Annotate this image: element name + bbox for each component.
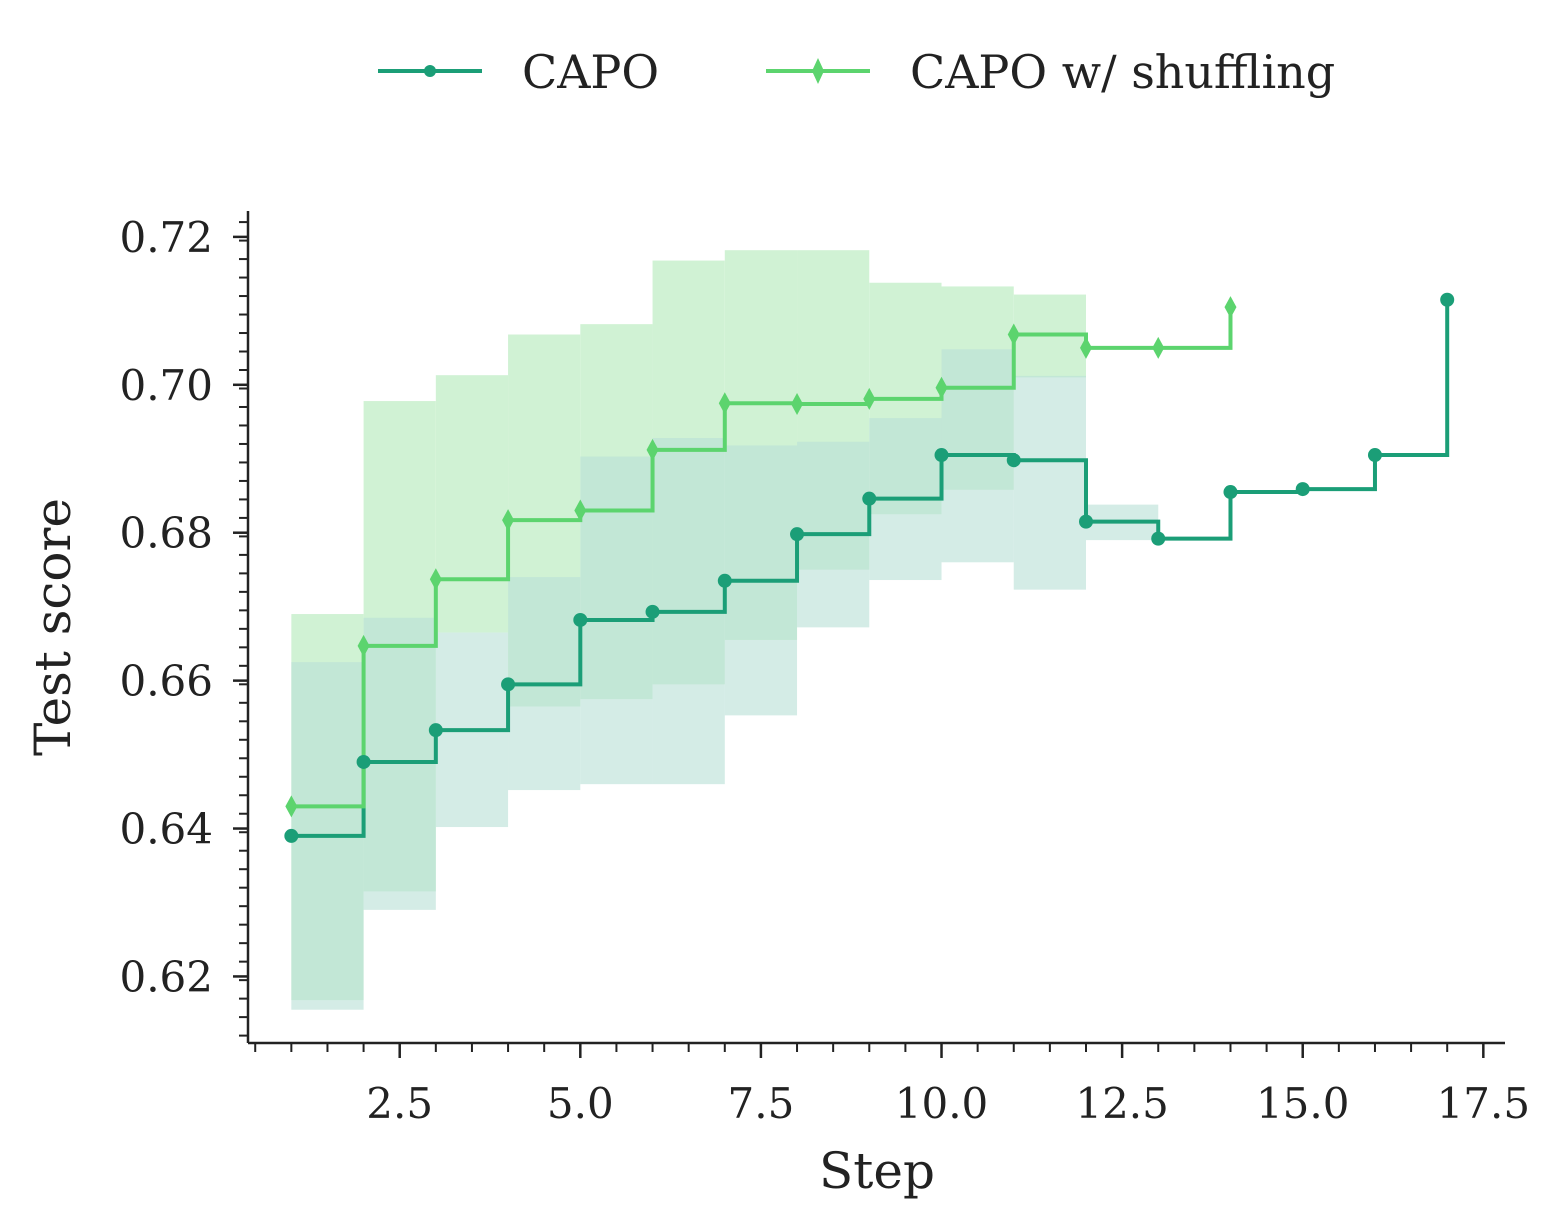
legend-label-capo-shuffling: CAPO w/ shuffling xyxy=(910,45,1335,99)
legend-item-capo: CAPO xyxy=(378,45,659,99)
data-point-capo-w-shuffling xyxy=(285,795,298,818)
legend-marker-capo xyxy=(424,65,436,77)
legend-label-capo: CAPO xyxy=(522,45,659,99)
band-segment-capo xyxy=(1013,375,1086,590)
data-point-capo xyxy=(1151,531,1166,546)
data-point-capo-w-shuffling xyxy=(429,568,442,591)
plot-area xyxy=(284,250,1455,1010)
legend-item-capo-shuffling: CAPO w/ shuffling xyxy=(766,45,1335,99)
data-point-capo xyxy=(934,448,949,463)
y-axis-label: Test score xyxy=(24,498,82,756)
data-point-capo xyxy=(573,612,588,627)
y-axis-ticks: 0.62 0.64 0.66 0.68 0.70 0.72 xyxy=(119,213,248,1037)
confidence-bands xyxy=(291,250,1159,1010)
x-tick-label: 10.0 xyxy=(895,1079,989,1128)
data-point-capo-w-shuffling xyxy=(1080,336,1092,359)
data-point-capo xyxy=(428,723,443,738)
data-point-capo xyxy=(1295,482,1310,497)
y-tick-label: 0.66 xyxy=(119,657,213,706)
data-point-capo-w-shuffling xyxy=(1224,296,1237,319)
y-tick-label: 0.64 xyxy=(119,805,213,854)
x-tick-label: 17.5 xyxy=(1437,1079,1531,1128)
data-point-capo xyxy=(1440,292,1455,307)
data-point-capo xyxy=(284,828,299,843)
data-point-capo xyxy=(1223,485,1238,500)
data-point-capo xyxy=(790,527,805,542)
data-point-capo xyxy=(1367,448,1382,463)
data-point-capo-w-shuffling xyxy=(646,438,659,461)
band-segment-capo-w-shuffling xyxy=(435,375,509,633)
data-point-capo-w-shuffling xyxy=(935,376,948,399)
data-point-capo-w-shuffling xyxy=(863,387,876,410)
data-point-capo-w-shuffling xyxy=(574,499,587,522)
data-point-capo-w-shuffling xyxy=(718,392,731,415)
legend-marker-capo-shuffling xyxy=(812,58,824,84)
x-axis-ticks: 2.5 5.0 7.5 10.0 12.5 15.0 17.5 xyxy=(254,1043,1531,1128)
x-tick-label: 7.5 xyxy=(728,1079,795,1128)
y-tick-label: 0.62 xyxy=(119,952,213,1001)
x-axis-label: Step xyxy=(819,1142,935,1200)
y-tick-label: 0.68 xyxy=(119,509,213,558)
data-point-capo xyxy=(501,677,516,692)
x-tick-label: 12.5 xyxy=(1075,1079,1169,1128)
data-point-capo xyxy=(645,604,660,619)
legend: CAPO CAPO w/ shuffling xyxy=(378,45,1335,99)
x-tick-label: 15.0 xyxy=(1256,1079,1350,1128)
data-point-capo xyxy=(862,491,877,506)
x-tick-label: 5.0 xyxy=(547,1079,614,1128)
data-point-capo xyxy=(356,754,371,769)
data-point-capo-w-shuffling xyxy=(357,634,370,657)
data-point-capo-w-shuffling xyxy=(791,393,804,416)
data-point-capo-w-shuffling xyxy=(1007,323,1020,346)
data-point-capo-w-shuffling xyxy=(502,509,515,532)
data-point-capo-w-shuffling xyxy=(1152,336,1165,359)
data-point-capo xyxy=(1006,453,1021,468)
series-line-capo-w-shuffling xyxy=(291,307,1233,809)
data-point-capo xyxy=(1079,514,1093,529)
y-tick-label: 0.72 xyxy=(119,213,213,262)
x-tick-label: 2.5 xyxy=(366,1079,433,1128)
data-point-capo xyxy=(717,573,732,588)
series-markers xyxy=(284,292,1455,843)
y-tick-label: 0.70 xyxy=(119,361,213,410)
